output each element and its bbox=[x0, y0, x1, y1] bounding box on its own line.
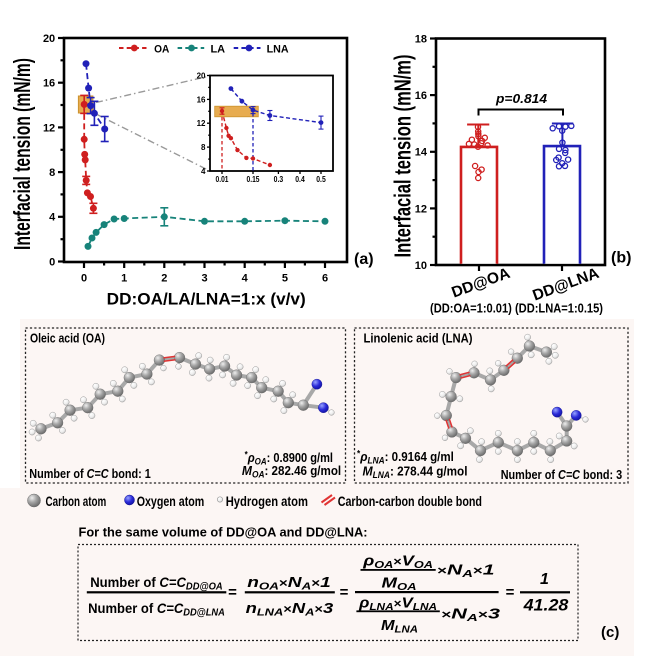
svg-text:Carbon atom: Carbon atom bbox=[46, 493, 107, 509]
svg-text:n OA × N A × 1: n OA × N A × 1 bbox=[247, 573, 331, 592]
svg-text:4: 4 bbox=[242, 273, 249, 285]
svg-text:Oleic acid (OA): Oleic acid (OA) bbox=[30, 331, 105, 346]
svg-text:Linolenic acid (LNA): Linolenic acid (LNA) bbox=[364, 331, 473, 346]
svg-text:* ρ OA : 0.8900 g/ml: * ρ OA : 0.8900 g/ml bbox=[245, 449, 333, 467]
svg-text:5: 5 bbox=[282, 273, 288, 285]
svg-text:=: = bbox=[340, 584, 349, 601]
svg-text:DD@LNA: DD@LNA bbox=[530, 265, 601, 305]
svg-text:(a): (a) bbox=[354, 251, 374, 268]
svg-text:n LNA × N A × 3: n LNA × N A × 3 bbox=[246, 600, 334, 619]
svg-text:14: 14 bbox=[415, 147, 428, 159]
svg-text:8: 8 bbox=[201, 143, 206, 152]
svg-text:0.3: 0.3 bbox=[274, 175, 284, 184]
svg-text:× N A × 1: × N A × 1 bbox=[437, 561, 494, 580]
svg-text:For the same volume of DD@OA a: For the same volume of DD@OA and DD@LNA: bbox=[79, 525, 368, 540]
svg-text:20: 20 bbox=[43, 33, 55, 45]
svg-text:LA: LA bbox=[211, 43, 226, 55]
svg-text:0.5: 0.5 bbox=[316, 175, 326, 184]
svg-text:M LNA : 278.44 g/mol: M LNA : 278.44 g/mol bbox=[363, 464, 468, 480]
svg-text:Number of C=C DD@OA: Number of C=C DD@OA bbox=[90, 575, 222, 593]
svg-text:6: 6 bbox=[322, 273, 328, 285]
svg-text:20: 20 bbox=[197, 71, 206, 80]
svg-text:M LNA: M LNA bbox=[381, 617, 418, 635]
svg-text:M OA : 282.46 g/mol: M OA : 282.46 g/mol bbox=[242, 464, 341, 480]
svg-text:* ρ LNA : 0.9164 g/ml: * ρ LNA : 0.9164 g/ml bbox=[357, 448, 454, 465]
svg-text:Carbon-carbon double bond: Carbon-carbon double bond bbox=[338, 493, 482, 509]
svg-text:M OA: M OA bbox=[382, 574, 417, 592]
svg-text:(c): (c) bbox=[601, 624, 619, 641]
svg-text:DD@OA: DD@OA bbox=[449, 265, 512, 302]
svg-text:12: 12 bbox=[197, 119, 206, 128]
svg-text:Number of C=C DD@LNA: Number of C=C DD@LNA bbox=[88, 601, 225, 619]
svg-text:0.4: 0.4 bbox=[295, 175, 305, 184]
svg-text:4: 4 bbox=[49, 212, 56, 224]
svg-text:1: 1 bbox=[540, 571, 549, 588]
svg-text:16: 16 bbox=[197, 95, 206, 104]
svg-text:0.15: 0.15 bbox=[247, 175, 260, 184]
svg-text:(DD:OA=1:0.01) (DD:LNA=1:0.15): (DD:OA=1:0.01) (DD:LNA=1:0.15) bbox=[430, 302, 603, 316]
svg-text:12: 12 bbox=[43, 122, 55, 134]
svg-text:Hydrogen atom: Hydrogen atom bbox=[226, 493, 308, 509]
svg-text:2: 2 bbox=[161, 273, 167, 285]
svg-text:4: 4 bbox=[201, 167, 206, 176]
svg-text:41.28: 41.28 bbox=[523, 597, 570, 615]
svg-text:3: 3 bbox=[201, 273, 207, 285]
svg-text:(b): (b) bbox=[611, 250, 631, 267]
svg-text:Number of C=C bond: 1: Number of C=C bond: 1 bbox=[29, 466, 151, 481]
svg-text:16: 16 bbox=[415, 90, 427, 102]
svg-text:Oxygen atom: Oxygen atom bbox=[137, 493, 205, 509]
svg-text:LNA: LNA bbox=[267, 43, 289, 55]
svg-text:16: 16 bbox=[43, 78, 55, 90]
svg-text:× N A × 3: × N A × 3 bbox=[441, 605, 501, 624]
svg-text:Interfacial tension (mN/m): Interfacial tension (mN/m) bbox=[390, 55, 416, 258]
svg-text:0: 0 bbox=[81, 273, 87, 285]
svg-text:p=0.814: p=0.814 bbox=[495, 91, 548, 106]
svg-text:18: 18 bbox=[415, 33, 427, 45]
svg-text:12: 12 bbox=[415, 203, 427, 215]
svg-text:0.01: 0.01 bbox=[216, 175, 229, 184]
svg-text:DD:OA/LA/LNA=1:x (v/v): DD:OA/LA/LNA=1:x (v/v) bbox=[107, 290, 306, 309]
svg-text:0: 0 bbox=[49, 256, 55, 268]
svg-text:OA: OA bbox=[154, 43, 169, 55]
svg-text:8: 8 bbox=[49, 167, 55, 179]
svg-text:1: 1 bbox=[121, 273, 127, 285]
svg-text:Interfacial tension (mN/m): Interfacial tension (mN/m) bbox=[9, 58, 35, 250]
svg-text:ρ LNA × V LNA: ρ LNA × V LNA bbox=[358, 595, 437, 613]
svg-text:10: 10 bbox=[415, 260, 427, 272]
svg-text:=: = bbox=[228, 584, 237, 601]
svg-text:=: = bbox=[506, 584, 515, 601]
svg-text:ρ OA × V OA: ρ OA × V OA bbox=[362, 552, 433, 571]
svg-text:Number of C=C bond: 3: Number of C=C bond: 3 bbox=[501, 467, 623, 482]
